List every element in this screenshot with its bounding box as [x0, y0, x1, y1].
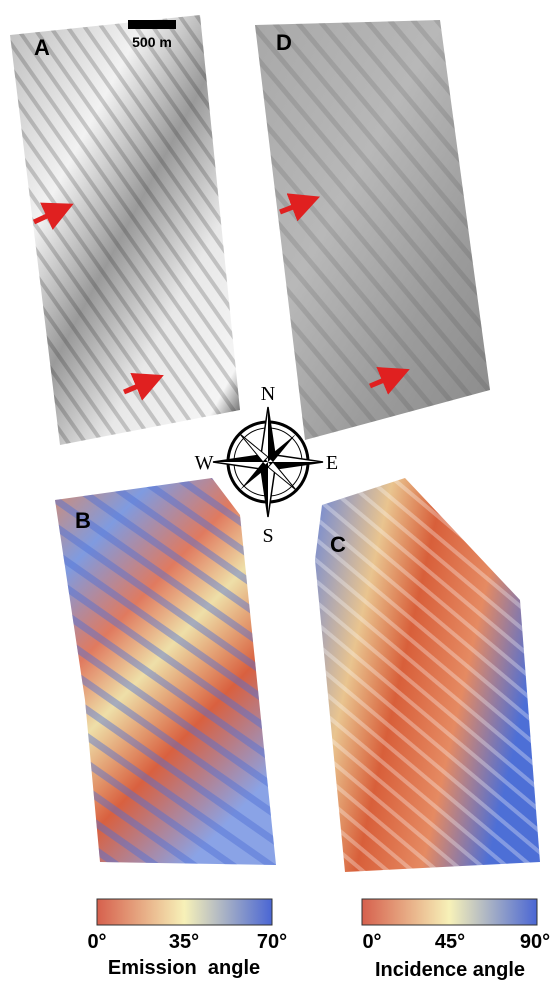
- colorbar-title: Incidence angle: [375, 959, 525, 981]
- panel-label: A: [34, 35, 50, 60]
- scale-bar: [128, 20, 176, 29]
- compass-e: E: [326, 452, 338, 474]
- panel-b: B: [55, 478, 276, 865]
- colorbar-tick: 35°: [169, 931, 199, 953]
- colorbar-tick: 70°: [257, 931, 287, 953]
- panel-a: A 500 m: [10, 15, 240, 445]
- compass-w: W: [195, 452, 214, 474]
- colorbar-gradient: [97, 899, 272, 925]
- colorbar-tick: 90°: [520, 931, 550, 953]
- texture: [10, 15, 240, 445]
- colorbar-tick: 0°: [87, 931, 106, 953]
- colorbar: 0° 45° 90° Incidence angle: [362, 899, 550, 981]
- panel-label: D: [276, 30, 292, 55]
- page: A 500 m D B C N S W: [0, 0, 560, 985]
- compass-s: S: [262, 525, 273, 547]
- texture: [255, 20, 490, 440]
- panel-label: C: [330, 532, 346, 557]
- colorbar: 0° 35° 70° Emission angle: [87, 899, 287, 979]
- colorbar-tick: 45°: [435, 931, 465, 953]
- texture: [315, 478, 540, 872]
- panel-d: D: [255, 20, 490, 440]
- colorbar-gradient: [362, 899, 537, 925]
- panel-c: C: [315, 478, 540, 872]
- scale-label: 500 m: [132, 34, 172, 50]
- colorbar-title: Emission angle: [108, 957, 260, 979]
- panel-label: B: [75, 508, 91, 533]
- colorbar-tick: 0°: [362, 931, 381, 953]
- figure: A 500 m D B C N S W: [0, 0, 560, 985]
- compass-n: N: [261, 383, 275, 405]
- texture: [55, 478, 276, 865]
